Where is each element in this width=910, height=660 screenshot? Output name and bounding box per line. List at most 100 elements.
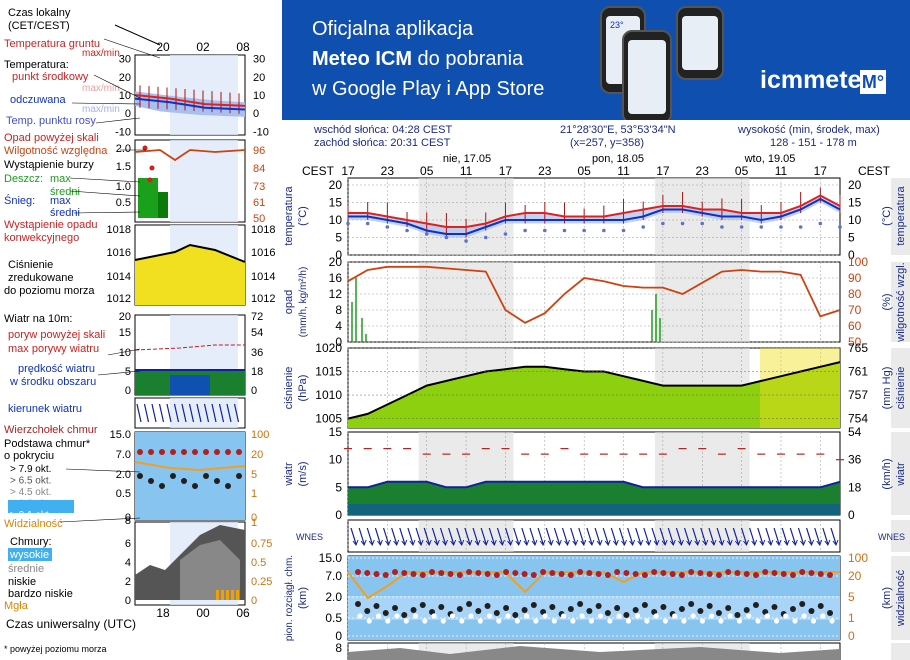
night-band-wind-2 xyxy=(891,432,910,515)
hour-label-7: 11 xyxy=(617,164,630,178)
legend-rain-block-2 xyxy=(158,192,168,218)
cloud-top-dot-43 xyxy=(752,572,759,578)
dew-point-dot-6 xyxy=(464,239,468,243)
wind-axis-label-right-1: (km/h) xyxy=(881,458,893,489)
legend-podstawa-2: o pokryciu xyxy=(4,450,54,462)
cloud-low-dot-39 xyxy=(718,618,724,624)
wind-tick-right-1: 36 xyxy=(848,453,862,467)
pressure-axis-label-left-1: ciśnienie xyxy=(283,367,295,410)
wind-arrow-15 xyxy=(472,527,479,545)
dew-point-dot-24 xyxy=(818,221,823,226)
cloud-low-dot-31 xyxy=(644,618,650,624)
legend-wierzcholek: Wierzchołek chmur xyxy=(4,424,98,436)
legend-footnote: * powyżej poziomu morza xyxy=(4,644,107,654)
legend-cb-dot-6 xyxy=(203,473,209,479)
cloud-low-dot-41 xyxy=(736,618,743,624)
temp-tick-right-0: 20 xyxy=(848,178,862,192)
dew-point-dot-21 xyxy=(759,225,764,229)
legend-predkosc-2: w środku obszaru xyxy=(9,376,96,388)
legend-cb-tick-left-0: 15.0 xyxy=(110,429,131,441)
legend-local-tick-2: 08 xyxy=(236,40,250,54)
cloud-low-dot-23 xyxy=(570,618,576,624)
dew-point-dot-10 xyxy=(543,228,547,233)
legend-clouds-tick-left-3: 2 xyxy=(125,576,131,588)
hour-label-4: 17 xyxy=(499,164,513,178)
legend-wind-tick-left-4: 0 xyxy=(125,385,131,397)
wind-fill-low xyxy=(348,503,840,515)
legend-odczuwana: odczuwana xyxy=(10,94,67,106)
cloud-tick-right-2: 5 xyxy=(848,590,855,604)
cloud-low-dot-28 xyxy=(616,613,622,619)
legend-leader-5 xyxy=(69,177,141,183)
wind-arrow-head-55 xyxy=(800,539,806,547)
cloud-tick-right-4: 0 xyxy=(848,629,855,643)
temp-axis-label-right: temperatura xyxy=(895,185,907,245)
cloud-low-dot-20 xyxy=(542,613,548,619)
hour-label-2: 05 xyxy=(420,164,434,178)
wind-arrow-14 xyxy=(464,527,471,545)
hour-label-8: 17 xyxy=(656,164,670,178)
cloud-top-dot-3 xyxy=(382,572,389,578)
temp-max-line xyxy=(348,194,841,228)
wind-arrow-54 xyxy=(789,527,796,545)
cloud-base-dot-9 xyxy=(438,604,445,610)
legend-clouds-tick-right-4: 0 xyxy=(251,595,257,607)
temp-tick-left-1: 15 xyxy=(329,196,343,210)
app-banner[interactable]: Oficjalna aplikacja Meteo ICM do pobrani… xyxy=(282,0,910,120)
legend-deszcz-max: max xyxy=(50,173,71,185)
temp-tick-right-2: 10 xyxy=(848,213,862,227)
cloud-base-dot-2 xyxy=(373,603,380,609)
precip-tick-right-4: 60 xyxy=(848,319,862,333)
cloud-top-dot-6 xyxy=(410,571,417,577)
legend-clouds-tick-right-3: 0.25 xyxy=(251,576,272,588)
legend-utc-tick-0: 18 xyxy=(156,606,170,620)
wind-arrow-25 xyxy=(553,527,560,545)
legend-wind-direction-night xyxy=(170,398,238,428)
dew-point-dot-25 xyxy=(838,225,842,229)
legend-punkt-maxmin: max/min xyxy=(82,83,120,94)
pressure-tick-left-1: 1015 xyxy=(315,365,342,379)
cloud-low-dot-30 xyxy=(635,613,641,619)
dew-point-dot-18 xyxy=(700,221,705,226)
dew-point-dot-17 xyxy=(680,221,685,226)
pressure-axis-label-right-1: (mm Hg) xyxy=(881,367,893,410)
temp-tick-right-4: 0 xyxy=(848,248,855,262)
precip-tick-right-0: 100 xyxy=(848,255,868,269)
cloud-low-dot-43 xyxy=(755,618,761,624)
cloud-axis-label-right-2: widzialność xyxy=(895,569,907,627)
cloud-top-dot-23 xyxy=(567,572,574,578)
wind-arrow-1 xyxy=(358,527,365,545)
legend-precip-tick-right-4: 50 xyxy=(253,213,265,225)
wind-arrow-23 xyxy=(537,527,544,545)
wind-arrow-head-18 xyxy=(499,539,505,547)
compass-right: WNES xyxy=(878,532,905,542)
cloud-top-dot-25 xyxy=(586,570,593,576)
wind-arrow-57 xyxy=(814,527,821,545)
temp-tick-left-0: 20 xyxy=(329,178,343,192)
legend-wind-tick-left-1: 15 xyxy=(119,327,131,339)
cloud-base-dot-49 xyxy=(808,608,815,614)
cloud-top-dot-30 xyxy=(632,571,639,577)
wind-arrow-12 xyxy=(448,527,455,545)
cloud-low-dot-1 xyxy=(366,618,372,624)
wind-arrow-51 xyxy=(765,527,772,545)
temp-tick-left-2: 10 xyxy=(329,213,343,227)
wind-arrow-head-38 xyxy=(661,539,668,547)
wind-arrow-head-16 xyxy=(482,539,489,547)
cloud-top-dot-9 xyxy=(438,570,445,576)
legend-precip-tick-right-3: 61 xyxy=(253,197,265,209)
legend-wind-arrow-2 xyxy=(151,403,157,423)
dew-point-dot-20 xyxy=(739,225,744,229)
legend-okt-highlight xyxy=(8,500,74,513)
wind-arrow-43 xyxy=(700,527,707,545)
wind-arrow-head-24 xyxy=(547,539,554,547)
legend-wind-arrow-6 xyxy=(181,403,187,423)
wind-arrow-19 xyxy=(505,527,512,545)
legend-temp-tick-left-1: 20 xyxy=(119,72,131,84)
temp-tick-left-3: 5 xyxy=(335,231,342,245)
legend-temp-tick-left-3: 0 xyxy=(125,108,131,120)
legend-temperature-night xyxy=(170,55,238,135)
banner-line-3: w Google Play i App Store xyxy=(312,78,545,100)
legend-temp-tick-right-1: 20 xyxy=(253,72,265,84)
cest-label-right: CEST xyxy=(858,164,891,178)
